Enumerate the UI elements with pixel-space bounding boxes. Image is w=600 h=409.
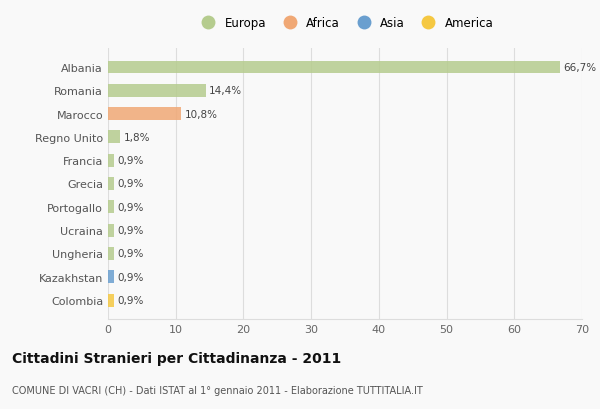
Bar (108, 247, 114, 260)
Bar (108, 154, 114, 167)
Bar (108, 61, 560, 74)
Text: Cittadini Stranieri per Cittadinanza - 2011: Cittadini Stranieri per Cittadinanza - 2… (12, 351, 341, 365)
Bar (108, 178, 114, 191)
Text: 0,9%: 0,9% (118, 156, 144, 166)
Bar (108, 131, 120, 144)
Text: 14,4%: 14,4% (209, 86, 242, 96)
Text: 0,9%: 0,9% (118, 226, 144, 236)
Text: 0,9%: 0,9% (118, 295, 144, 306)
Text: 0,9%: 0,9% (118, 249, 144, 259)
Text: 0,9%: 0,9% (118, 179, 144, 189)
Bar (108, 271, 114, 283)
Bar (108, 201, 114, 214)
Bar (108, 224, 114, 237)
Bar (108, 85, 206, 97)
Text: 66,7%: 66,7% (563, 63, 596, 73)
Text: 0,9%: 0,9% (118, 272, 144, 282)
Legend: Europa, Africa, Asia, America: Europa, Africa, Asia, America (194, 14, 496, 32)
Text: 10,8%: 10,8% (185, 109, 218, 119)
Text: 1,8%: 1,8% (124, 133, 150, 142)
Bar (108, 294, 114, 307)
Text: 0,9%: 0,9% (118, 202, 144, 212)
Text: COMUNE DI VACRI (CH) - Dati ISTAT al 1° gennaio 2011 - Elaborazione TUTTITALIA.I: COMUNE DI VACRI (CH) - Dati ISTAT al 1° … (12, 384, 423, 395)
Bar (108, 108, 181, 121)
